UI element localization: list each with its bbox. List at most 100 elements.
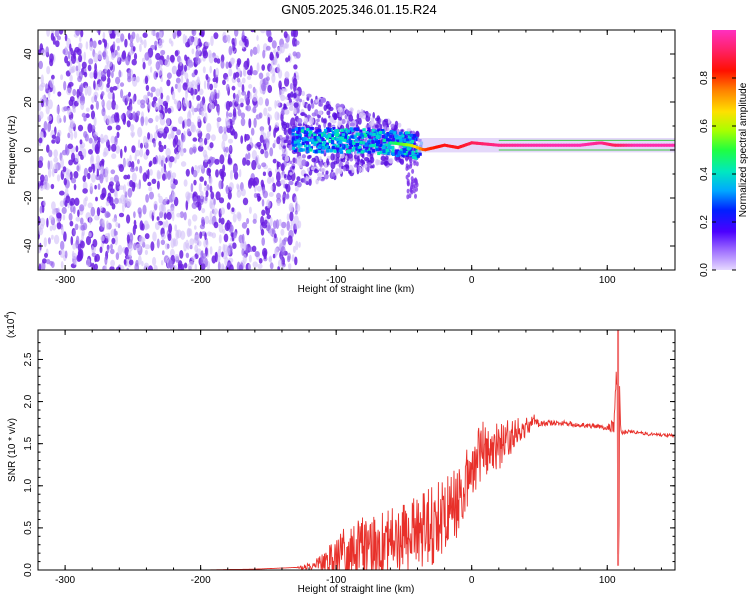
noise-blob (142, 32, 148, 38)
noise-blob (64, 55, 69, 64)
cluster-point (336, 129, 340, 133)
noise-blob (132, 46, 136, 52)
noise-blob (68, 159, 73, 166)
noise-blob (236, 58, 242, 66)
noise-blob (229, 170, 233, 180)
colorbar-tick-label: 0.2 (699, 215, 710, 229)
noise-blob (276, 63, 281, 74)
noise-blob (213, 57, 218, 63)
noise-blob (185, 200, 189, 211)
cluster-point (376, 143, 380, 147)
noise-blob (152, 231, 157, 242)
fringe-blob (377, 117, 381, 125)
noise-blob (114, 104, 119, 110)
fringe-blob (341, 118, 346, 125)
noise-blob (154, 102, 159, 110)
cluster-point (333, 149, 337, 153)
cluster-point (352, 135, 356, 140)
fringe-blob (281, 108, 286, 116)
noise-blob (294, 158, 298, 165)
cluster-point (389, 139, 393, 143)
fringe-blob (315, 122, 319, 126)
cluster-point (323, 131, 327, 135)
noise-blob (133, 52, 138, 61)
noise-blob (65, 172, 71, 180)
noise-blob (156, 216, 160, 221)
noise-blob (189, 147, 194, 155)
colorbar-tick-label: 0.8 (699, 71, 710, 85)
cluster-point (349, 141, 353, 145)
noise-blob (232, 92, 236, 100)
noise-blob (204, 180, 207, 186)
noise-blob (148, 101, 152, 110)
cluster-point (401, 134, 405, 138)
noise-blob (220, 54, 225, 63)
noise-blob (144, 75, 149, 85)
cluster-point (383, 133, 387, 137)
noise-blob (124, 145, 127, 153)
cluster-point (320, 150, 324, 154)
noise-blob (132, 95, 135, 105)
noise-blob (99, 246, 103, 254)
noise-blob (69, 43, 72, 52)
fringe-blob (337, 120, 342, 128)
noise-blob (203, 195, 208, 204)
noise-blob (272, 67, 276, 77)
noise-blob (295, 40, 300, 46)
cluster-point (367, 140, 371, 144)
noise-blob (60, 240, 65, 251)
noise-blob (251, 150, 257, 160)
noise-blob (84, 85, 88, 96)
noise-blob (194, 234, 200, 244)
noise-blob (140, 142, 143, 149)
cluster-point (377, 128, 381, 132)
cluster-point (379, 150, 383, 154)
noise-blob (81, 231, 84, 241)
noise-blob (131, 172, 137, 183)
cluster-point (346, 140, 350, 144)
noise-blob (40, 174, 45, 183)
tail-blob (409, 163, 413, 169)
noise-blob (256, 162, 261, 169)
noise-blob (216, 92, 220, 100)
noise-blob (252, 86, 256, 94)
noise-blob (114, 30, 120, 35)
cluster-point (309, 148, 313, 152)
noise-blob (211, 255, 217, 264)
noise-blob (247, 69, 252, 76)
noise-blob (220, 217, 225, 225)
cluster-point (322, 141, 326, 145)
noise-blob (265, 72, 270, 78)
fringe-blob (356, 155, 360, 163)
noise-blob (204, 137, 208, 146)
noise-blob (155, 115, 159, 122)
fringe-blob (315, 178, 319, 185)
noise-blob (144, 52, 150, 61)
noise-blob (85, 107, 90, 113)
noise-blob (87, 172, 91, 180)
noise-blob (109, 188, 115, 194)
noise-blob (200, 110, 205, 117)
noise-blob (151, 30, 156, 36)
noise-blob (127, 187, 133, 198)
noise-blob (53, 156, 59, 163)
noise-blob (158, 140, 162, 147)
colorbar-scale (712, 30, 736, 270)
cluster-point (409, 138, 413, 142)
noise-blob (199, 176, 204, 182)
noise-blob (276, 160, 279, 170)
noise-blob (171, 188, 174, 195)
noise-blob (126, 214, 131, 224)
noise-blob (194, 225, 197, 230)
noise-blob (76, 48, 82, 56)
noise-blob (130, 167, 135, 173)
noise-blob (100, 205, 103, 212)
tail-blob (413, 183, 417, 189)
noise-blob (246, 144, 252, 151)
noise-blob (159, 98, 163, 106)
cluster-point (339, 140, 343, 144)
noise-blob (139, 165, 143, 174)
noise-blob (238, 40, 243, 46)
noise-blob (91, 96, 95, 103)
noise-blob (163, 212, 167, 220)
